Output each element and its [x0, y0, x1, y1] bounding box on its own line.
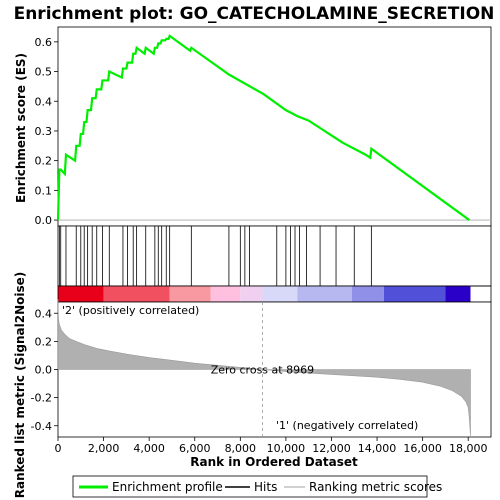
metric-ytick-label: -0.4: [31, 420, 52, 433]
metric-ytick-label: 0.4: [35, 307, 53, 320]
rank-band-segment: [103, 286, 170, 302]
ranking-metric-area: [57, 299, 471, 438]
es-ytick-label: 0.3: [35, 125, 53, 138]
metric-panel: Zero cross at 8969 '2' (positively corre…: [13, 272, 492, 499]
legend-label-ranking-metric: Ranking metric scores: [309, 480, 442, 494]
rank-band-segment: [351, 286, 384, 302]
rank-band-segment: [383, 286, 446, 302]
rank-band-segment: [240, 286, 263, 302]
enrichment-panel: 0.0 0.1 0.2 0.3 0.4 0.5 0.6 Enrichment score (…: [14, 26, 492, 227]
x-tick-label: 12,000: [312, 442, 351, 455]
x-tick-label: 6,000: [179, 442, 211, 455]
x-tick-label: 14,000: [358, 442, 397, 455]
rank-band-segment: [210, 286, 241, 302]
es-ytick-label: 0.2: [35, 155, 53, 168]
rank-band-segment: [445, 286, 471, 302]
metric-ytick-label: 0.2: [35, 335, 53, 348]
metric-ytick-label: 0.0: [35, 364, 53, 377]
enrichment-panel-frame: [57, 26, 492, 227]
chart-title: Enrichment plot: GO_CATECHOLAMINE_SECRET…: [14, 4, 495, 24]
rank-color-band: [57, 285, 492, 303]
es-ytick-label: 0.4: [35, 95, 53, 108]
legend-label-enrichment-profile: Enrichment profile: [112, 480, 223, 494]
x-axis-label: Rank in Ordered Dataset: [190, 455, 358, 469]
rank-band-segment: [169, 286, 211, 302]
es-ylabel: Enrichment score (ES): [14, 53, 28, 203]
metric-ytick-label: -0.2: [31, 392, 52, 405]
es-ytick-label: 0.0: [35, 214, 53, 227]
positive-correlation-label: '2' (positively correlated): [62, 304, 199, 317]
chart-legend: Enrichment profile Hits Ranking metric s…: [72, 475, 442, 498]
metric-ylabel: Ranked list metric (Signal2Noise): [13, 272, 27, 499]
x-tick-label: 16,000: [403, 442, 442, 455]
enrichment-profile-line: [56, 34, 470, 221]
rank-band-segment: [262, 286, 298, 302]
x-tick-label: 18,000: [449, 442, 488, 455]
es-ytick-label: 0.5: [35, 66, 53, 79]
legend-label-hits: Hits: [254, 480, 277, 494]
rank-band-segment: [297, 286, 352, 302]
x-tick-label: 10,000: [267, 442, 306, 455]
es-ytick-label: 0.1: [35, 184, 53, 197]
x-tick-label: 8,000: [225, 442, 257, 455]
rank-band-segment: [58, 286, 104, 302]
hits-panel: [57, 225, 492, 287]
x-tick-label: 0: [55, 442, 62, 455]
zero-cross-label: Zero cross at 8969: [211, 364, 314, 377]
x-tick-label: 2,000: [88, 442, 120, 455]
es-ytick-label: 0.6: [35, 36, 53, 49]
x-tick-label: 4,000: [133, 442, 165, 455]
negative-correlation-label: '1' (negatively correlated): [276, 419, 418, 432]
hits-panel-frame: [57, 225, 492, 287]
